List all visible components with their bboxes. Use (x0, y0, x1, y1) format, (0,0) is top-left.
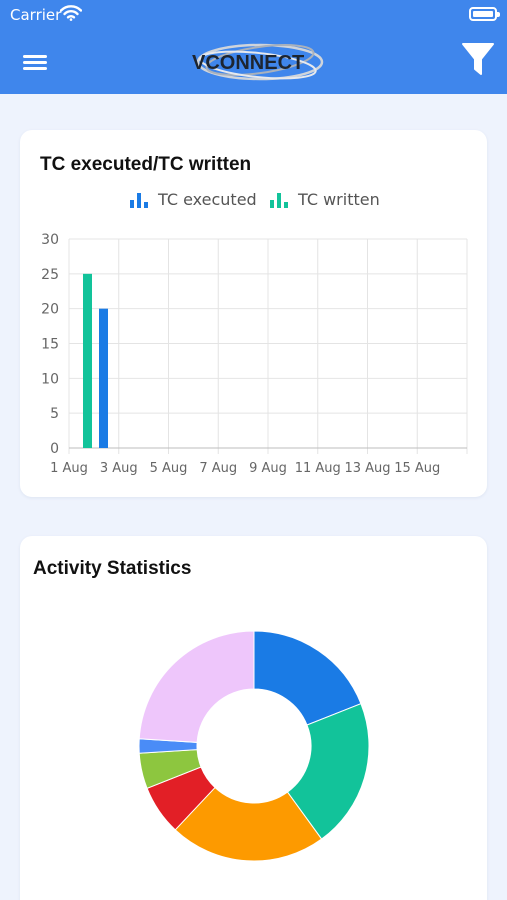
y-tick-label: 15 (41, 337, 59, 353)
x-tick-label: 1 Aug (50, 461, 88, 476)
bar-tc-executed[interactable] (99, 308, 108, 448)
activity-chart-title: Activity Statistics (33, 558, 192, 579)
bar-tc-written[interactable] (83, 273, 92, 448)
tc-bar-chart: 0 5 10 15 20 25 30 1 Aug 3 Aug 5 Aug 7 Aug 9 Aug 11 … (41, 232, 468, 476)
y-tick-label: 10 (41, 371, 59, 387)
donut-slice[interactable] (138, 630, 255, 743)
tc-chart-title: TC executed/TC written (40, 154, 252, 175)
nav-bar: VCONNECT (0, 30, 507, 94)
tc-chart-card: TC executed/TC written TC executed TC wr… (20, 130, 487, 497)
donut-slice[interactable] (174, 786, 323, 862)
y-tick-label: 20 (41, 302, 59, 318)
hamburger-icon (23, 55, 47, 58)
x-tick-label: 5 Aug (150, 461, 188, 476)
logo-text: VCONNECT (192, 52, 304, 74)
legend-item-tc-written[interactable]: TC written (270, 190, 380, 209)
menu-button[interactable] (20, 48, 50, 76)
x-tick-label: 13 Aug (344, 461, 390, 476)
x-tick-label: 9 Aug (249, 461, 287, 476)
status-bar: Carrier (0, 0, 507, 30)
y-tick-label: 30 (41, 232, 59, 248)
x-tick-label: 7 Aug (199, 461, 237, 476)
legend-label: TC written (298, 190, 380, 209)
y-tick-label: 0 (50, 441, 59, 457)
carrier-label: Carrier (10, 6, 62, 24)
activity-card: Activity Statistics (20, 536, 487, 900)
y-tick-label: 5 (50, 406, 59, 422)
battery-icon (469, 7, 500, 21)
filter-icon[interactable] (461, 42, 495, 78)
x-tick-label: 15 Aug (394, 461, 440, 476)
vconnect-logo: VCONNECT (192, 43, 324, 81)
bar-chart-icon (270, 192, 288, 208)
legend-item-tc-executed[interactable]: TC executed (130, 190, 257, 209)
legend-label: TC executed (158, 190, 257, 209)
x-tick-label: 11 Aug (295, 461, 341, 476)
activity-donut-chart (138, 630, 370, 862)
y-tick-label: 25 (41, 267, 59, 283)
bar-chart-icon (130, 192, 148, 208)
x-tick-label: 3 Aug (100, 461, 138, 476)
donut-slice[interactable] (286, 703, 370, 840)
wifi-icon (60, 5, 82, 21)
donut-slice[interactable] (253, 630, 362, 726)
